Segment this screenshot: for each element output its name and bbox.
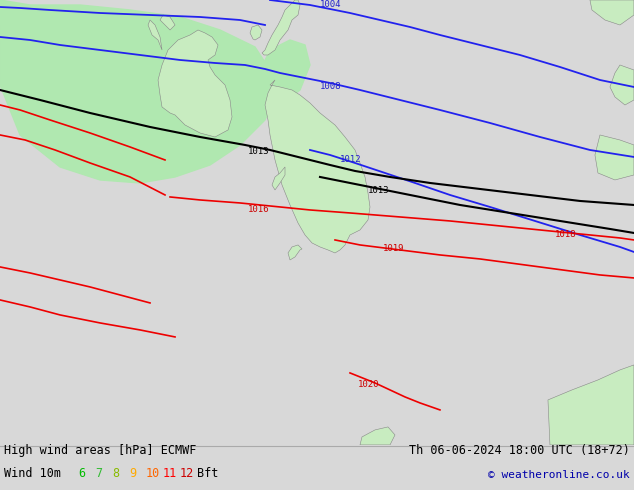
Polygon shape xyxy=(0,0,30,25)
Polygon shape xyxy=(250,25,262,40)
Text: 1013: 1013 xyxy=(368,186,389,195)
Text: Bft: Bft xyxy=(197,467,218,480)
Text: High wind areas [hPa] ECMWF: High wind areas [hPa] ECMWF xyxy=(4,444,197,457)
Text: 6: 6 xyxy=(78,467,85,480)
Text: Th 06-06-2024 18:00 UTC (18+72): Th 06-06-2024 18:00 UTC (18+72) xyxy=(409,444,630,457)
Text: 1018: 1018 xyxy=(555,230,576,239)
Text: 1016: 1016 xyxy=(248,205,269,214)
Polygon shape xyxy=(288,245,302,260)
Text: 1020: 1020 xyxy=(358,380,380,389)
Text: 1012: 1012 xyxy=(340,155,361,164)
Text: © weatheronline.co.uk: © weatheronline.co.uk xyxy=(488,470,630,480)
Polygon shape xyxy=(158,30,232,137)
Text: 1013: 1013 xyxy=(248,147,269,156)
Text: 1008: 1008 xyxy=(320,82,342,91)
Polygon shape xyxy=(590,0,634,25)
Text: Wind 10m: Wind 10m xyxy=(4,467,61,480)
Text: 1019: 1019 xyxy=(383,244,404,253)
Text: 1004: 1004 xyxy=(320,0,342,9)
Polygon shape xyxy=(265,80,370,253)
Text: 8: 8 xyxy=(112,467,119,480)
Polygon shape xyxy=(548,365,634,445)
Polygon shape xyxy=(160,15,175,30)
Text: 10: 10 xyxy=(146,467,160,480)
Polygon shape xyxy=(0,0,275,183)
Text: 11: 11 xyxy=(163,467,178,480)
Polygon shape xyxy=(262,0,300,55)
Polygon shape xyxy=(255,40,310,125)
Polygon shape xyxy=(595,135,634,180)
Polygon shape xyxy=(148,20,162,50)
Polygon shape xyxy=(610,65,634,105)
Text: 9: 9 xyxy=(129,467,136,480)
Text: 7: 7 xyxy=(95,467,102,480)
Polygon shape xyxy=(272,167,285,190)
Polygon shape xyxy=(360,427,395,445)
Text: 12: 12 xyxy=(180,467,194,480)
